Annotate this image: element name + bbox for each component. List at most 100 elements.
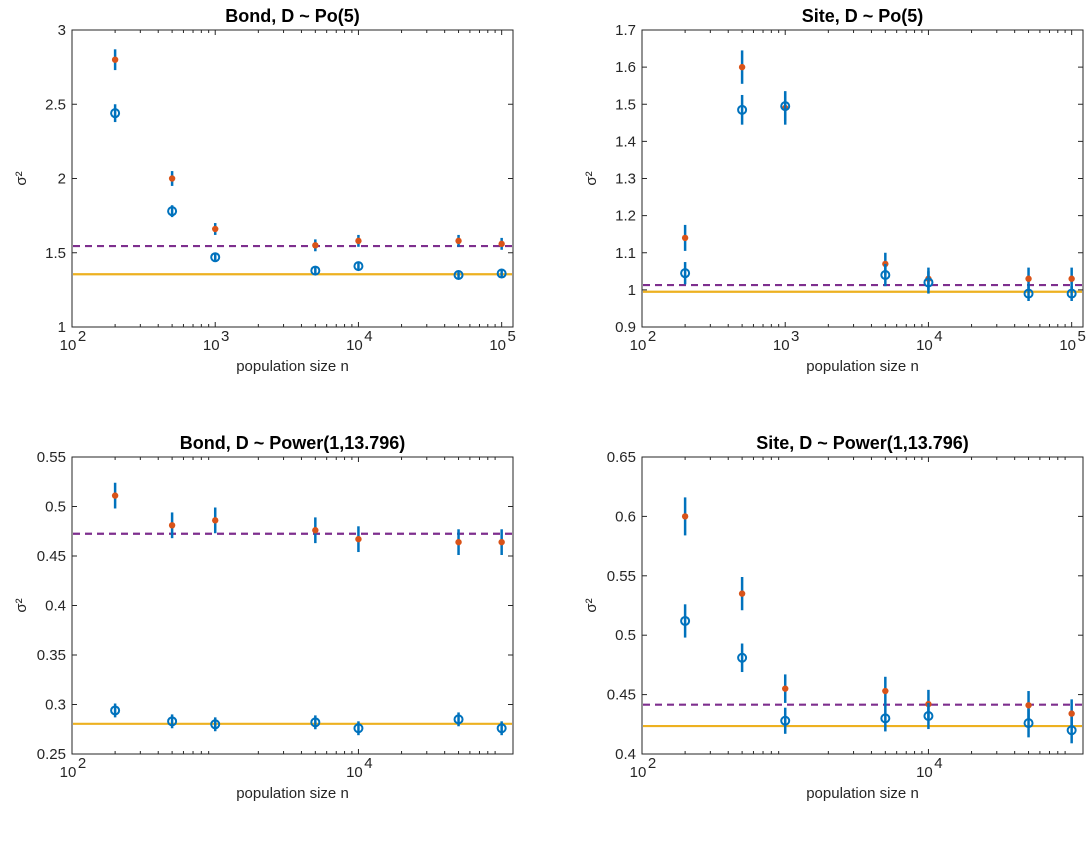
y-tick-label: 0.3 xyxy=(45,697,66,714)
y-axis-label: σ² xyxy=(583,171,600,185)
y-tick-label: 0.9 xyxy=(615,319,636,336)
data-point-circle xyxy=(780,101,791,112)
x-tick-exponent: 4 xyxy=(934,328,942,345)
y-tick-label: 0.65 xyxy=(607,449,636,466)
x-tick-exponent: 2 xyxy=(78,755,86,772)
chart-panel-1: Bond, D ~ Po(5)11.522.53102103104105popu… xyxy=(13,6,516,375)
data-point-circle xyxy=(1066,288,1077,299)
y-tick-label: 1 xyxy=(58,319,66,336)
y-tick-label: 1.5 xyxy=(45,245,66,262)
data-point-dot xyxy=(312,527,319,534)
y-tick-label: 0.5 xyxy=(615,627,636,644)
chart-panel-4: Site, D ~ Power(1,13.796) 0.4 0.45 0.5 0.55 0… xyxy=(583,433,1084,802)
axes-frame xyxy=(71,29,514,328)
x-tick-exponent: 2 xyxy=(648,328,656,345)
x-tick-label: 10 xyxy=(916,764,933,781)
y-tick-label: 2 xyxy=(58,171,66,188)
x-axis-label: population size n xyxy=(236,358,349,375)
x-tick-exponent: 4 xyxy=(364,755,372,772)
y-tick-label: 0.55 xyxy=(37,449,66,466)
data-point-circle xyxy=(310,717,321,728)
data-point-circle xyxy=(496,268,507,279)
data-point-circle xyxy=(880,713,891,724)
x-tick-label: 10 xyxy=(630,337,647,354)
x-tick-exponent: 2 xyxy=(648,755,656,772)
y-tick-label: 1.4 xyxy=(615,133,636,150)
x-tick-label: 10 xyxy=(489,337,506,354)
x-tick-label: 10 xyxy=(916,337,933,354)
x-tick-label: 10 xyxy=(346,764,363,781)
y-tick-label: 0.55 xyxy=(607,568,636,585)
data-point-dot xyxy=(168,175,176,182)
y-tick-label: 0.45 xyxy=(37,548,66,565)
data-point-dot xyxy=(498,240,505,248)
data-point-dot xyxy=(355,535,362,543)
data-point-circle xyxy=(880,270,891,281)
data-point-dot xyxy=(681,234,689,242)
chart-title: Site, D ~ Power(1,13.796) xyxy=(756,433,969,453)
data-point-dot xyxy=(312,242,319,249)
data-point-dot xyxy=(498,538,505,546)
x-tick-label: 10 xyxy=(60,337,77,354)
data-point-circle xyxy=(167,716,178,727)
x-tick-label: 10 xyxy=(346,337,363,354)
chart-title: Site, D ~ Po(5) xyxy=(802,6,924,26)
x-axis-label: population size n xyxy=(806,785,919,802)
y-tick-label: 0.6 xyxy=(615,508,636,525)
y-tick-label: 3 xyxy=(58,22,66,39)
data-point-circle xyxy=(737,104,748,115)
x-tick-label: 10 xyxy=(203,337,220,354)
data-point-dot xyxy=(111,492,119,499)
axes-frame xyxy=(71,456,514,755)
data-point-circle xyxy=(737,652,748,663)
x-tick-exponent: 3 xyxy=(221,328,229,345)
data-point-dot xyxy=(455,538,462,546)
data-point-circle xyxy=(167,206,178,217)
data-point-dot xyxy=(681,513,689,520)
data-point-circle xyxy=(210,719,221,730)
data-point-circle xyxy=(680,268,691,279)
x-tick-exponent: 2 xyxy=(78,328,86,345)
data-point-circle xyxy=(453,714,464,725)
data-point-dot xyxy=(355,237,362,245)
data-point-dot xyxy=(168,522,176,529)
y-tick-label: 2.5 xyxy=(45,96,66,113)
data-point-circle xyxy=(353,723,364,734)
x-tick-label: 10 xyxy=(630,764,647,781)
y-tick-label: 1.2 xyxy=(615,208,636,225)
chart-panel-2: Site, D ~ Po(5) 0.9 1 1.1 1.2 1.3 1.4 1.5 1.6 1.7… xyxy=(583,6,1086,375)
x-axis-label: population size n xyxy=(806,358,919,375)
x-tick-exponent: 4 xyxy=(364,328,372,345)
x-tick-exponent: 5 xyxy=(507,328,515,345)
axes-frame xyxy=(641,456,1084,755)
y-tick-label: 0.35 xyxy=(37,647,66,664)
y-tick-label: 1.1 xyxy=(615,245,636,262)
y-tick-label: 1.5 xyxy=(615,96,636,113)
x-tick-label: 10 xyxy=(1059,337,1076,354)
chart-panel-3: Bond, D ~ Power(1,13.796) 0.25 0.3 0.35 0.4 0… xyxy=(13,433,514,802)
data-point-dot xyxy=(782,685,789,692)
axes-frame xyxy=(641,29,1084,328)
data-point-circle xyxy=(353,261,364,272)
y-tick-label: 1 xyxy=(628,282,636,299)
data-point-circle xyxy=(110,108,121,119)
data-point-dot xyxy=(1025,702,1032,709)
data-point-dot xyxy=(212,517,219,524)
y-tick-label: 0.25 xyxy=(37,746,66,763)
x-tick-label: 10 xyxy=(60,764,77,781)
data-point-circle xyxy=(496,723,507,734)
y-axis-label: σ² xyxy=(13,171,30,185)
data-point-circle xyxy=(1066,725,1077,736)
data-point-dot xyxy=(1068,275,1075,282)
data-point-circle xyxy=(780,715,791,726)
data-point-dot xyxy=(1068,710,1075,717)
y-tick-label: 0.4 xyxy=(45,598,66,615)
data-point-circle xyxy=(453,270,464,281)
y-tick-label: 0.45 xyxy=(607,687,636,704)
data-point-circle xyxy=(1023,718,1034,729)
y-tick-label: 0.4 xyxy=(615,746,636,763)
x-tick-exponent: 3 xyxy=(791,328,799,345)
data-point-dot xyxy=(212,225,219,233)
data-point-circle xyxy=(923,710,934,721)
